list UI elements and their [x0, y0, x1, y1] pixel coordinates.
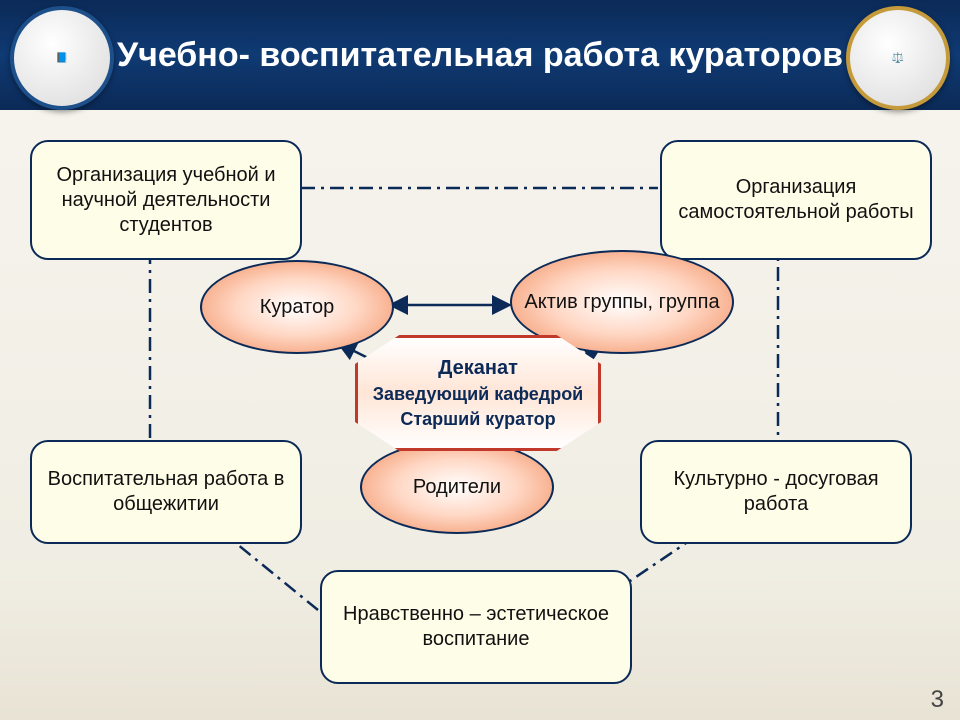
outer-box-mid-right: Культурно - досуговая работа	[640, 440, 912, 544]
central-octagon: Деканат Заведующий кафедрой Старший кура…	[355, 335, 601, 451]
university-emblem-right-icon: ⚖️	[846, 6, 950, 110]
ellipse-label: Куратор	[260, 295, 334, 319]
ellipse-parents: Родители	[360, 440, 554, 534]
octagon-line-1: Деканат	[438, 355, 518, 382]
octagon-line-2: Заведующий кафедрой	[373, 382, 584, 406]
slide: Учебно- воспитательная работа кураторов …	[0, 0, 960, 720]
outer-box-label: Организация самостоятельной работы	[676, 175, 916, 225]
ellipse-label: Актив группы, группа	[524, 290, 719, 314]
outer-box-mid-left: Воспитательная работа в общежитии	[30, 440, 302, 544]
outer-box-label: Организация учебной и научной деятельнос…	[46, 163, 286, 238]
outer-box-label: Культурно - досуговая работа	[656, 467, 896, 517]
diagram-area: Организация учебной и научной деятельнос…	[0, 110, 960, 720]
ellipse-curator: Куратор	[200, 260, 394, 354]
page-number: 3	[931, 686, 944, 714]
university-emblem-left-icon: 📘	[10, 6, 114, 110]
ellipse-label: Родители	[413, 475, 501, 499]
title-bar: Учебно- воспитательная работа кураторов	[0, 0, 960, 110]
outer-box-label: Воспитательная работа в общежитии	[46, 467, 286, 517]
outer-box-label: Нравственно – эстетическое воспитание	[336, 602, 616, 652]
slide-title: Учебно- воспитательная работа кураторов	[117, 35, 843, 76]
octagon-line-3: Старший куратор	[400, 407, 555, 431]
outer-box-top-right: Организация самостоятельной работы	[660, 140, 932, 260]
outer-box-top-left: Организация учебной и научной деятельнос…	[30, 140, 302, 260]
outer-box-bottom-center: Нравственно – эстетическое воспитание	[320, 570, 632, 684]
